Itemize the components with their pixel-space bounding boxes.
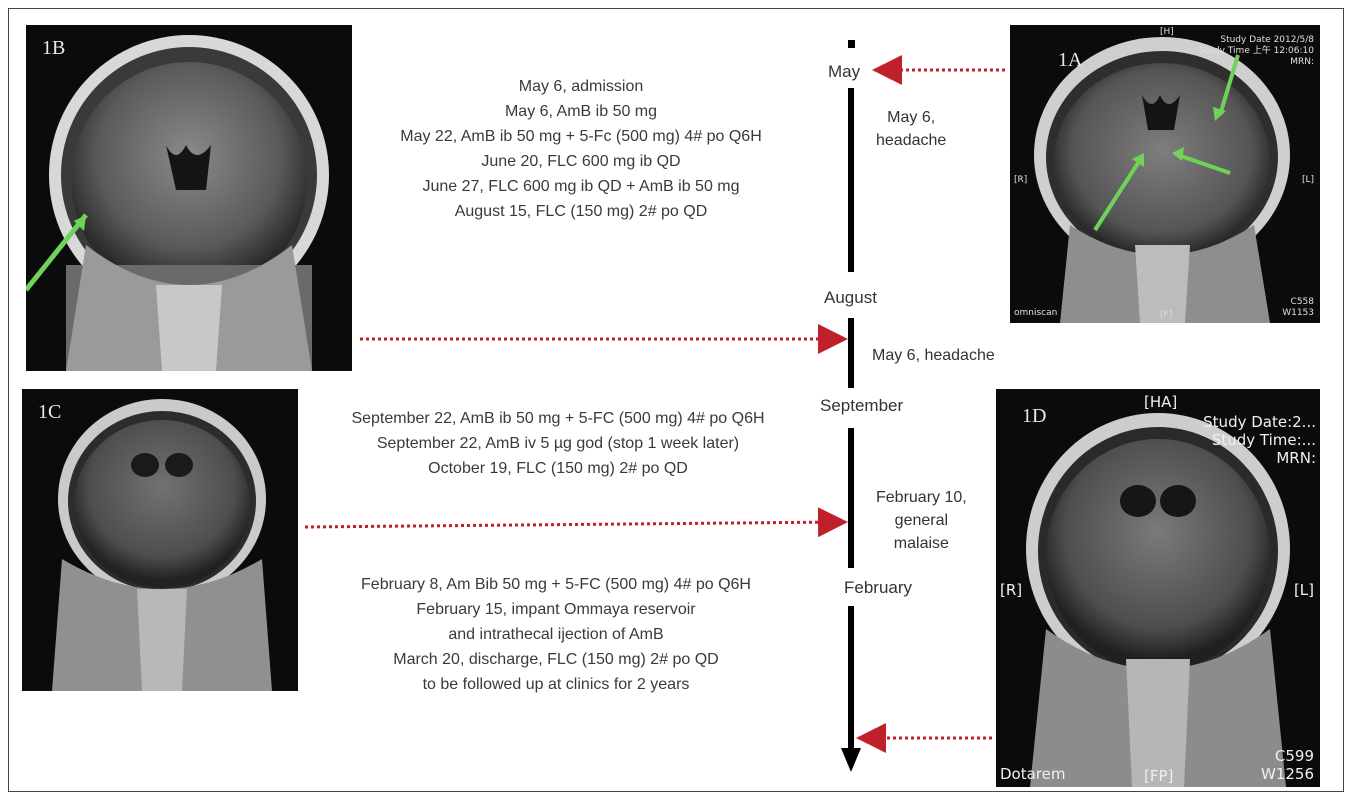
note-line: May 6, (876, 106, 946, 129)
treatment-block-1: May 6, admission May 6, AmB ib 50 mg May… (348, 74, 814, 224)
note-line: May 6, headache (872, 344, 995, 367)
marker-left-1a: [R] (1014, 175, 1027, 186)
marker-bottom-1a: [F] (1160, 310, 1172, 321)
month-label-february: February (844, 578, 912, 598)
treatment-line: June 20, FLC 600 mg ib QD (348, 149, 814, 174)
mrn-1a: MRN: (1199, 57, 1314, 68)
study-date-1a: Study Date 2012/5/8 (1199, 35, 1314, 46)
treatment-line: May 22, AmB ib 50 mg + 5-Fc (500 mg) 4# … (348, 124, 814, 149)
study-date-1d: Study Date:2... (1203, 413, 1316, 431)
treatment-line: October 19, FLC (150 mg) 2# po QD (300, 456, 816, 481)
treatment-line: February 15, impant Ommaya reservoir (296, 597, 816, 622)
timeline-note-1: May 6, headache (876, 106, 946, 152)
marker-right-1d: [L] (1294, 581, 1314, 599)
window-center-1a: C558 (1282, 297, 1314, 308)
treatment-line: September 22, AmB iv 5 µg god (stop 1 we… (300, 431, 816, 456)
mri-image-1a (1010, 25, 1320, 323)
note-line: February 10, (876, 486, 967, 509)
marker-top-1d: [HA] (1144, 393, 1177, 411)
note-line: malaise (876, 532, 967, 555)
treatment-line: and intrathecal ijection of AmB (296, 622, 816, 647)
treatment-line: September 22, AmB ib 50 mg + 5-FC (500 m… (300, 406, 816, 431)
panel-label-1c: 1C (38, 401, 61, 424)
window-width-1a: W1153 (1282, 308, 1314, 319)
panel-label-1b: 1B (42, 37, 65, 60)
treatment-line: March 20, discharge, FLC (150 mg) 2# po … (296, 647, 816, 672)
treatment-line: May 6, AmB ib 50 mg (348, 99, 814, 124)
window-center-1d: C599 (1261, 747, 1314, 765)
window-info-1d: C599 W1256 (1261, 747, 1314, 783)
study-info-1a: Study Date 2012/5/8 Study Time 上午 12:06:… (1199, 35, 1314, 68)
month-label-may: May (828, 62, 860, 82)
treatment-block-3: February 8, Am Bib 50 mg + 5-FC (500 mg)… (296, 572, 816, 697)
marker-top-1a: [H] (1160, 27, 1174, 38)
timeline-note-2: May 6, headache (872, 344, 995, 367)
treatment-line: to be followed up at clinics for 2 years (296, 672, 816, 697)
treatment-line: August 15, FLC (150 mg) 2# po QD (348, 199, 814, 224)
timeline-note-3: February 10, general malaise (876, 486, 967, 555)
mri-image-1b (26, 25, 352, 371)
note-line: general (876, 509, 967, 532)
mri-panel-1a: 1A [H] Study Date 2012/5/8 Study Time 上午… (1010, 25, 1320, 323)
treatment-line: February 8, Am Bib 50 mg + 5-FC (500 mg)… (296, 572, 816, 597)
contrast-label-1a: omniscan (1014, 308, 1057, 319)
contrast-label-1d: Dotarem (1000, 765, 1065, 783)
mri-image-1c (22, 389, 298, 691)
marker-left-1d: [R] (1000, 581, 1022, 599)
window-width-1d: W1256 (1261, 765, 1314, 783)
marker-bottom-1d: [FP] (1144, 767, 1173, 785)
panel-label-1d: 1D (1022, 405, 1046, 428)
mri-panel-1b: 1B (26, 25, 352, 371)
mri-panel-1d: 1D [HA] Study Date:2... Study Time:... M… (996, 389, 1320, 787)
note-line: headache (876, 129, 946, 152)
window-info-1a: C558 W1153 (1282, 297, 1314, 319)
study-time-1a: Study Time 上午 12:06:10 (1199, 46, 1314, 57)
marker-right-1a: [L] (1302, 175, 1314, 186)
mrn-1d: MRN: (1203, 449, 1316, 467)
mri-panel-1c: 1C (22, 389, 298, 691)
panel-label-1a: 1A (1058, 49, 1082, 72)
study-time-1d: Study Time:... (1203, 431, 1316, 449)
treatment-block-2: September 22, AmB ib 50 mg + 5-FC (500 m… (300, 406, 816, 481)
month-label-august: August (824, 288, 877, 308)
treatment-line: May 6, admission (348, 74, 814, 99)
month-label-september: September (820, 396, 903, 416)
treatment-line: June 27, FLC 600 mg ib QD + AmB ib 50 mg (348, 174, 814, 199)
study-info-1d: Study Date:2... Study Time:... MRN: (1203, 413, 1316, 467)
